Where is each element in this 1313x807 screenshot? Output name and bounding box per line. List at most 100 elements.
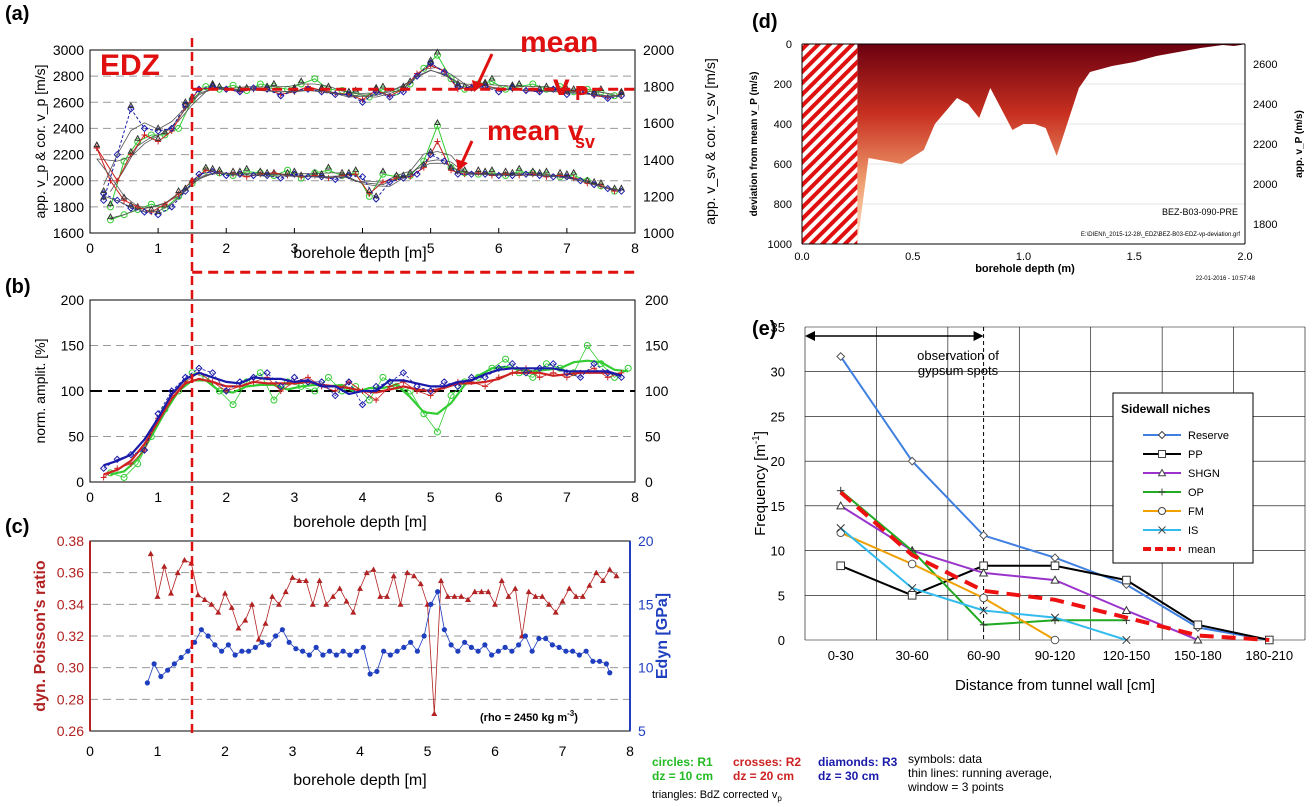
panel-a-xtick: 2 (222, 240, 230, 256)
panel-c-edyn-point (421, 633, 427, 639)
panel-e-point-PP (907, 590, 917, 600)
panel-a-point-R3 (386, 93, 394, 101)
panel-a-point-R1 (161, 131, 169, 139)
panel-e-arrowhead-left (805, 331, 815, 341)
panel-a-corrected-point (209, 79, 216, 86)
panel-c-poisson-point (323, 601, 330, 607)
panel-c-poisson-point (289, 574, 296, 580)
panel-d-xtick: 0.0 (794, 251, 809, 263)
panel-c-poisson-point (492, 601, 498, 607)
panel-a-corrected-point (536, 168, 543, 175)
panel-a-corrected-point (509, 81, 516, 88)
panel-a-corrected-point (400, 171, 407, 178)
panel-a-point-R2 (366, 190, 373, 197)
panel-c-edyn-point (529, 648, 535, 654)
panel-c-edyn-point (333, 652, 339, 658)
panel-a-corrected-point (502, 167, 509, 174)
panel-a-point-R2 (311, 172, 318, 179)
panel-c-edyn-point (549, 642, 555, 648)
panel-c-edyn-point (306, 652, 312, 658)
panel-a-corrected-point (434, 119, 441, 126)
panel-e-xlabel: Distance from tunnel wall [cm] (955, 677, 1155, 694)
panel-a-y2tick: 1400 (643, 152, 674, 168)
panel-e-line-mean (839, 490, 1270, 642)
panel-a-ytick: 1800 (53, 199, 84, 215)
panel-a-corrected-point (338, 168, 346, 175)
panel-c-edyn-point (590, 658, 596, 664)
panel-d-xlabel: borehole depth (m) (975, 263, 1075, 275)
panel-c-y2tick: 15 (638, 596, 654, 612)
panel-c-poisson-point (593, 569, 600, 576)
panel-b-point-R1 (542, 360, 550, 368)
panel-b-point-R2 (536, 374, 543, 381)
panel-b-xtick: 6 (495, 489, 503, 505)
panel-c-xtick: 4 (356, 743, 364, 759)
panel-c-poisson-point (242, 617, 249, 623)
panel-a-point-R2 (543, 173, 550, 180)
panel-c-y2tick: 20 (638, 533, 654, 549)
panel-a-line-R3 (103, 62, 622, 201)
panel-c-poisson-point (566, 585, 573, 591)
panel-c-poisson-point (573, 593, 579, 599)
panel-c-edyn-point (239, 648, 245, 654)
panel-c-poisson-point (161, 563, 168, 569)
panel-d-label3: 22-01-2016 - 10:57:48 (1196, 276, 1256, 282)
panel-c-poisson-point (228, 604, 235, 610)
panel-a-point-R2 (155, 138, 162, 145)
panel-c-edyn-point (273, 633, 279, 639)
panel-c-edyn-point (205, 633, 211, 639)
footnote-dz20: dz = 20 cm (733, 769, 795, 783)
panel-c-ytick: 0.36 (57, 565, 84, 581)
panel-b-xtick: 8 (631, 489, 639, 505)
panel-c-edyn-point (347, 652, 353, 658)
panel-a-point-R1 (447, 75, 455, 83)
footnote-thin-lines: thin lines: running average, (908, 766, 1053, 780)
panel-c-poisson-point (370, 566, 377, 572)
panel-a-tag: (a) (5, 3, 29, 25)
panel-c-poisson-point (235, 625, 242, 631)
panel-e-legend-box (1112, 392, 1254, 564)
panel-a-point-R3 (413, 72, 421, 80)
panel-e-tag: (e) (752, 318, 776, 340)
panel-a-corrected-point (529, 167, 537, 174)
panel-c-poisson-point (552, 609, 559, 615)
panel-c-edyn-point (300, 648, 306, 654)
panel-c-edyn-point (414, 648, 420, 654)
panel-c-edyn-point (509, 648, 515, 654)
panel-a-point-R2 (502, 171, 509, 178)
panel-d-tag: (d) (752, 11, 778, 33)
panel-e-point-SHGN (1050, 575, 1060, 584)
panel-c-xtick: 2 (221, 743, 229, 759)
panel-c-xtick: 7 (559, 743, 567, 759)
panel-c-poisson-point (303, 577, 309, 583)
panel-c-edyn-point (495, 648, 501, 654)
panel-c-poisson-line (150, 553, 617, 714)
panel-c-edyn-point (192, 639, 198, 645)
panel-a-corrected-point (556, 168, 564, 175)
panel-c-xtick: 3 (289, 743, 297, 759)
panel-b-xtick: 4 (359, 489, 367, 505)
panel-c-poisson-point (465, 596, 471, 602)
panel-b-point-R3 (372, 382, 380, 391)
panel-c-poisson-point (147, 550, 154, 557)
panel-c-edyn-point (246, 648, 252, 654)
panel-a-point-R1 (175, 124, 183, 132)
panel-b-point-R3 (413, 382, 421, 391)
panel-e-line-FM (840, 531, 1056, 641)
panel-a-point-R2 (148, 209, 155, 216)
panel-a-corrected-point (154, 207, 162, 214)
panel-b-point-R1 (379, 373, 387, 381)
panel-b-y2tick: 100 (645, 383, 669, 399)
panel-b-point-R2 (223, 388, 230, 394)
panel-e-ytick: 0 (778, 633, 785, 648)
panel-a-point-R2 (488, 172, 495, 179)
panel-b-ylabel: norm. amplit. [%] (32, 338, 48, 443)
panel-b-point-R3 (195, 364, 203, 372)
panel-e-legend-label: SHGN (1188, 468, 1220, 480)
panel-a-point-R3 (576, 88, 585, 96)
panel-a-xtick: 4 (359, 240, 367, 256)
panel-a-point-R2 (448, 167, 455, 174)
panel-c-poisson-point (276, 601, 282, 607)
panel-c-poisson-point (296, 577, 303, 583)
